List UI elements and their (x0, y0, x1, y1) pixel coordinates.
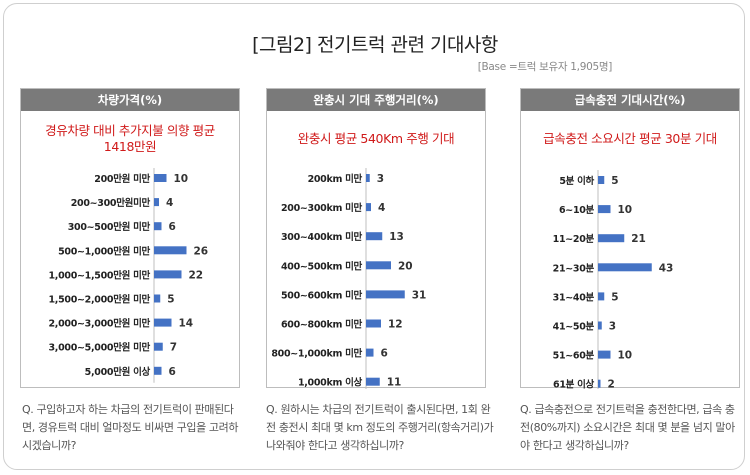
bar (598, 205, 611, 214)
value-label: 6 (381, 348, 388, 360)
value-label: 5 (611, 175, 618, 187)
category-label: 31~40분 (553, 292, 595, 303)
bar (366, 203, 371, 212)
value-label: 10 (618, 204, 633, 216)
category-label: 300~500만원 미만 (68, 221, 151, 233)
bar (598, 321, 602, 330)
bar (366, 319, 381, 328)
category-label: 1,000~1,500만원 미만 (48, 269, 150, 281)
value-label: 10 (174, 173, 189, 185)
value-label: 4 (166, 197, 173, 209)
bar-chart: 200만원 미만 10 200~300만원미만 4 300~500만원 미만 6 500~1… (48, 168, 209, 383)
category-label: 500~1,000만원 미만 (58, 245, 150, 257)
category-label: 200만원 미만 (94, 173, 150, 185)
category-label: 200~300만원미만 (71, 197, 151, 209)
bar (598, 350, 611, 359)
bar (154, 342, 163, 351)
panel-subtitle-line: 급속충전 소요시간 평균 30분 기대 (543, 131, 717, 146)
panel-driving-range: 완충시 기대 주행거리(%) 완충시 평균 540Km 주행 기대 200km … (266, 88, 486, 389)
bar (154, 366, 162, 375)
figure-title: [그림2] 전기트럭 관련 기대사항 (252, 34, 498, 56)
value-label: 43 (659, 262, 674, 274)
value-label: 14 (179, 318, 194, 330)
value-label: 11 (387, 377, 402, 389)
value-label: 31 (412, 289, 427, 301)
question-text: Q. 원하시는 차급의 전기트럭이 출시된다면, 1회 완전 충전시 최대 몇 … (266, 403, 494, 452)
category-label: 1,500~2,000만원 미만 (48, 294, 150, 306)
value-label: 3 (609, 321, 616, 333)
question-text: Q. 구입하고자 하는 차급의 전기트럭이 판매된다면, 경유트럭 대비 얼마정… (22, 403, 239, 452)
category-label: 2,000~3,000만원 미만 (48, 318, 150, 330)
value-label: 26 (194, 245, 209, 257)
bar (366, 261, 391, 270)
panel-header: 완충시 기대 주행거리(%) (267, 89, 485, 111)
category-label: 200km 미만 (308, 173, 363, 185)
question-text: Q. 급속충전으로 전기트럭을 충전한다면, 급속 충전(80%까지) 소요시간… (520, 403, 735, 452)
value-label: 5 (167, 294, 174, 306)
panel-subtitle-line: 1418만원 (103, 139, 157, 154)
category-label: 6~10분 (559, 205, 595, 216)
category-label: 500~600km 미만 (281, 289, 363, 301)
category-label: 800~1,000km 미만 (271, 348, 362, 360)
category-label: 5,000만원 이상 (85, 366, 151, 378)
category-label: 21~30분 (553, 263, 595, 274)
bar (154, 270, 182, 279)
value-label: 10 (618, 350, 633, 362)
value-label: 22 (189, 269, 204, 281)
panel-charging-time: 급속충전 기대시간(%) 급속충전 소요시간 평균 30분 기대 5분 이하 5 6… (520, 88, 740, 389)
bar (366, 174, 370, 182)
value-label: 5 (611, 291, 618, 303)
base-note: [Base =트럭 보유자 1,905명] (477, 61, 613, 73)
category-label: 200~300km 미만 (281, 202, 363, 214)
category-label: 11~20분 (553, 234, 595, 245)
bar (366, 348, 374, 357)
bar (154, 318, 172, 327)
bar (154, 174, 167, 182)
bar (366, 232, 383, 241)
value-label: 13 (389, 231, 404, 243)
bar (154, 294, 161, 303)
panel-header: 차량가격(%) (21, 89, 239, 111)
bar (598, 234, 625, 243)
bar-chart: 200km 미만 3 200~300km 미만 4 300~400km 미만 13 400~… (271, 168, 427, 389)
bar (366, 290, 405, 299)
category-label: 600~800km 미만 (281, 319, 363, 331)
value-label: 12 (388, 319, 403, 331)
category-label: 400~500km 미만 (281, 260, 363, 272)
panel-vehicle-price: 차량가격(%) 경유차량 대비 추가지불 의향 평균 1418만원 200만원 … (20, 88, 240, 388)
panel-subtitle-line: 완충시 평균 540Km 주행 기대 (297, 131, 455, 146)
category-label: 41~50분 (553, 322, 595, 333)
panel-header: 급속충전 기대시간(%) (521, 89, 739, 111)
value-label: 4 (378, 202, 385, 214)
value-label: 21 (631, 233, 646, 245)
value-label: 6 (169, 366, 176, 378)
bar (598, 292, 605, 301)
panel-subtitle: 경유차량 대비 추가지불 의향 평균 1418만원 (21, 123, 239, 155)
bar (598, 176, 605, 184)
bar (598, 263, 652, 272)
category-label: 51~60분 (553, 351, 595, 362)
value-label: 6 (169, 221, 176, 233)
panel-subtitle-line: 경유차량 대비 추가지불 의향 평균 (45, 123, 215, 138)
category-label: 61분 이상 (553, 379, 595, 389)
panel-subtitle: 급속충전 소요시간 평균 30분 기대 (521, 131, 739, 147)
bar (366, 377, 380, 386)
value-label: 20 (398, 260, 413, 272)
category-label: 300~400km 미만 (281, 231, 363, 243)
bar-chart: 5분 이하 5 6~10분 10 11~20분 21 21~30분 43 31~40분 5 41~5… (553, 170, 674, 389)
category-label: 5분 이하 (559, 175, 594, 187)
value-label: 7 (170, 342, 177, 354)
bar (598, 379, 601, 388)
bar (154, 246, 187, 255)
bar (154, 222, 162, 231)
bar (154, 198, 159, 207)
panel-subtitle: 완충시 평균 540Km 주행 기대 (267, 131, 485, 147)
category-label: 3,000~5,000만원 미만 (48, 342, 150, 354)
value-label: 2 (608, 379, 615, 389)
value-label: 3 (377, 173, 384, 185)
category-label: 1,000km 이상 (298, 377, 363, 389)
